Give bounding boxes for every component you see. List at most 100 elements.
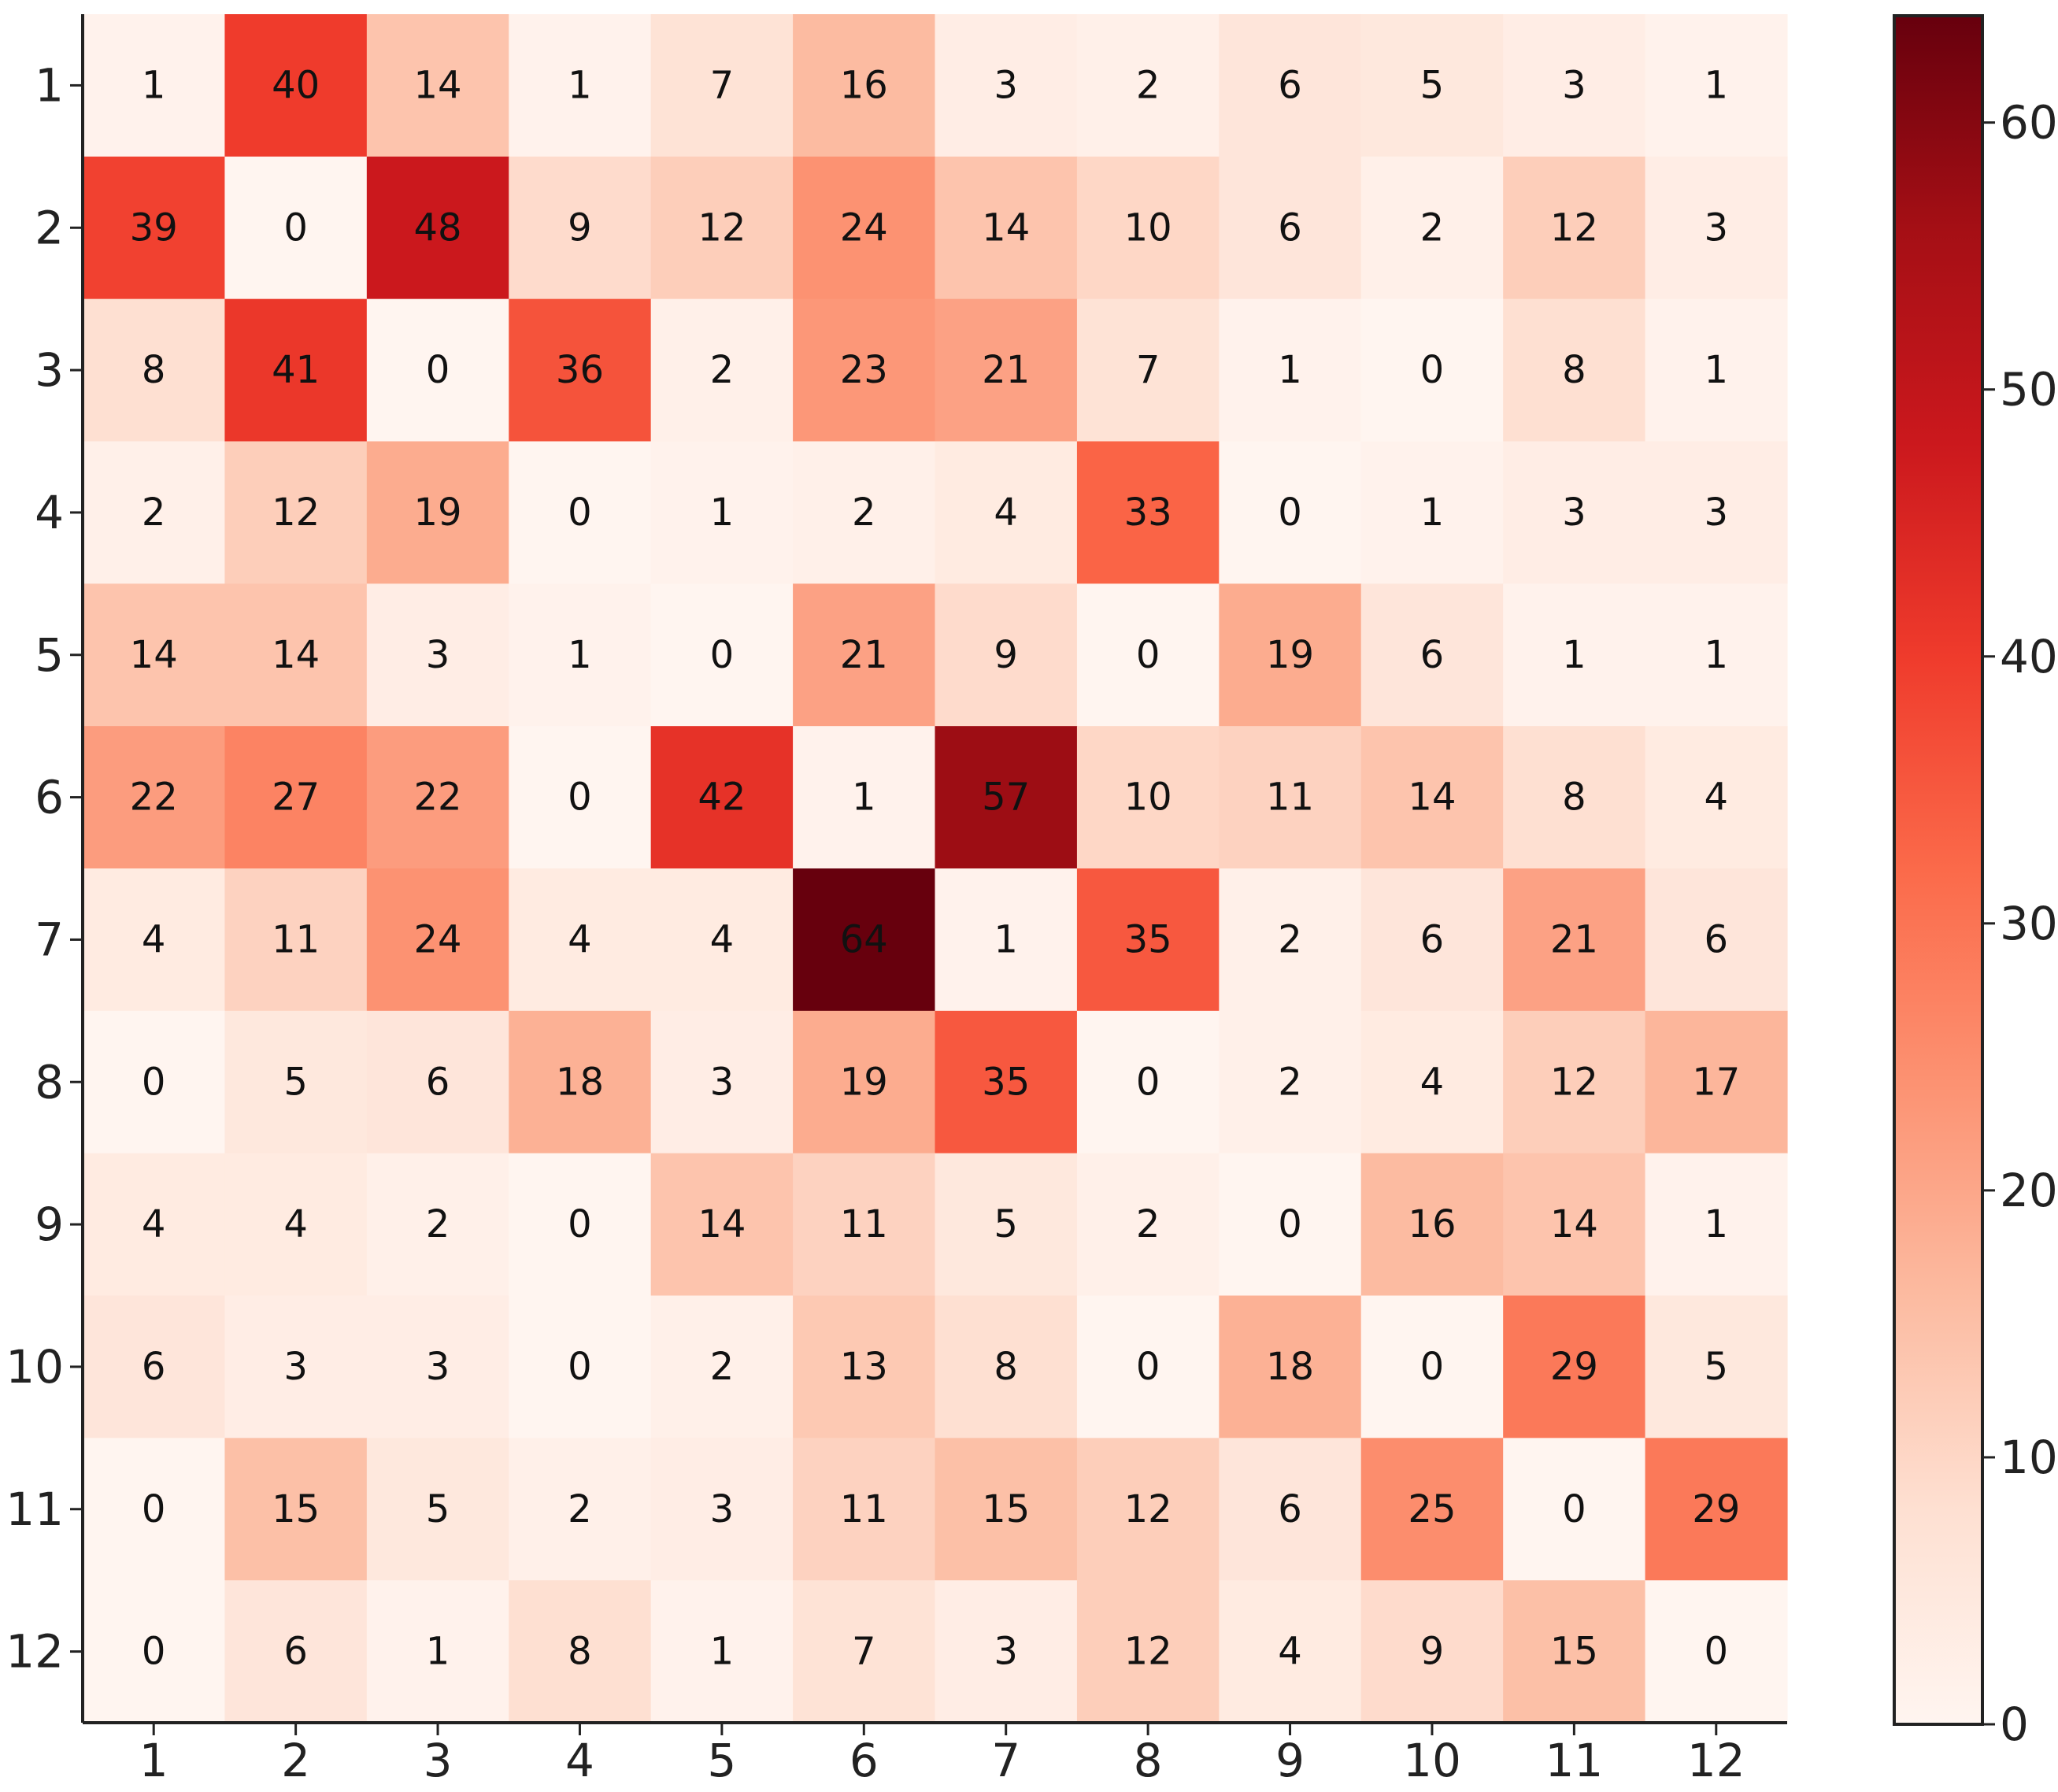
cell-value-label: 3	[426, 1345, 450, 1389]
cell-value-label: 12	[1550, 1060, 1598, 1104]
cell-value-label: 7	[1136, 348, 1160, 392]
heatmap-cell	[1645, 14, 1788, 157]
cell-value-label: 2	[1136, 1202, 1160, 1246]
heatmap-cell	[83, 1580, 226, 1724]
cell-value-label: 19	[414, 491, 462, 535]
cell-value-label: 6	[1420, 917, 1445, 961]
cell-value-label: 6	[1278, 205, 1302, 250]
cell-value-label: 1	[852, 776, 876, 820]
heatmap-cell	[650, 156, 794, 300]
heatmap-cell	[83, 868, 226, 1012]
cell-value-label: 3	[1705, 491, 1729, 535]
heatmap-cell	[509, 583, 652, 727]
cell-value-label: 24	[414, 917, 462, 961]
cell-value-label: 5	[426, 1487, 450, 1531]
heatmap-cell	[1503, 441, 1646, 584]
cell-value-label: 0	[1420, 1345, 1445, 1389]
cell-value-label: 48	[414, 205, 462, 250]
heatmap-cell	[509, 1010, 652, 1154]
heatmap-cell	[509, 156, 652, 300]
cell-value-label: 9	[994, 633, 1018, 677]
y-tick-label: 9	[35, 1198, 64, 1251]
cell-value-label: 1	[1705, 1202, 1729, 1246]
colorbar-tick-label: 50	[2000, 363, 2058, 417]
heatmap-cell	[1360, 14, 1504, 157]
cell-value-label: 42	[698, 776, 746, 820]
heatmap-cell	[935, 156, 1078, 300]
cell-value-label: 6	[1278, 1487, 1302, 1531]
heatmap-cell	[1360, 583, 1504, 727]
heatmap-cell	[793, 441, 936, 584]
cell-value-label: 0	[1136, 1060, 1160, 1104]
colorbar-tick-label: 20	[2000, 1164, 2058, 1217]
heatmap-cell	[1219, 14, 1362, 157]
cell-value-label: 2	[142, 491, 166, 535]
x-tick-label: 4	[565, 1734, 594, 1787]
cell-value-label: 10	[1124, 776, 1172, 820]
cell-value-label: 36	[556, 348, 604, 392]
cell-value-label: 8	[568, 1630, 592, 1674]
heatmap-cell	[1219, 868, 1362, 1012]
cell-value-label: 1	[1705, 633, 1729, 677]
cell-value-label: 0	[1278, 491, 1302, 535]
heatmap-cell	[224, 1153, 368, 1297]
cell-value-label: 4	[142, 1202, 166, 1246]
heatmap-cell	[1503, 868, 1646, 1012]
cell-value-label: 23	[840, 348, 888, 392]
cell-value-label: 13	[840, 1345, 888, 1389]
heatmap-cell	[366, 726, 509, 869]
cell-value-label: 5	[994, 1202, 1018, 1246]
heatmap-cell	[935, 1295, 1078, 1438]
heatmap-cell	[83, 1295, 226, 1438]
heatmap-cell	[935, 298, 1078, 442]
colorbar-tick-label: 10	[2000, 1431, 2058, 1484]
heatmap-cell	[366, 1010, 509, 1154]
heatmap-cell	[366, 1438, 509, 1581]
cell-value-label: 57	[982, 776, 1030, 820]
heatmap-cell	[366, 156, 509, 300]
heatmap-cell	[1645, 1580, 1788, 1724]
heatmap-cell	[83, 1438, 226, 1581]
cell-value-label: 4	[568, 917, 592, 961]
cell-value-label: 7	[852, 1630, 876, 1674]
heatmap-cell	[1503, 726, 1646, 869]
cell-value-label: 2	[852, 491, 876, 535]
heatmap-cell	[1360, 1010, 1504, 1154]
heatmap-cell	[1219, 726, 1362, 869]
cell-value-label: 12	[1124, 1487, 1172, 1531]
cell-value-label: 1	[994, 917, 1018, 961]
cell-value-label: 1	[1705, 63, 1729, 107]
heatmap-cell	[1219, 1153, 1362, 1297]
cell-value-label: 0	[1562, 1487, 1586, 1531]
heatmap-cell	[1076, 1295, 1220, 1438]
heatmap-cell	[1076, 583, 1220, 727]
cell-value-label: 4	[142, 917, 166, 961]
heatmap-cell	[1360, 726, 1504, 869]
cell-value-label: 0	[568, 1202, 592, 1246]
cell-value-label: 0	[710, 633, 735, 677]
heatmap-cell	[366, 298, 509, 442]
heatmap-cell	[935, 1580, 1078, 1724]
cell-value-label: 14	[272, 633, 320, 677]
y-tick-label: 1	[35, 58, 64, 112]
heatmap-cell	[1645, 298, 1788, 442]
cell-value-label: 0	[142, 1487, 166, 1531]
cell-value-label: 15	[272, 1487, 320, 1531]
cell-value-label: 21	[982, 348, 1030, 392]
cell-value-label: 11	[840, 1202, 888, 1246]
heatmap-cell	[1360, 298, 1504, 442]
heatmap-cell	[366, 583, 509, 727]
cell-value-label: 0	[1705, 1630, 1729, 1674]
heatmap-cell	[1360, 1295, 1504, 1438]
y-tick-label: 4	[35, 486, 64, 539]
colorbar-tick-label: 40	[2000, 630, 2058, 683]
heatmap-cell	[1645, 868, 1788, 1012]
heatmap-cell	[650, 583, 794, 727]
heatmap-cell	[650, 1153, 794, 1297]
heatmap-cell	[83, 156, 226, 300]
heatmap-cell	[1503, 1010, 1646, 1154]
heatmap-cell	[224, 726, 368, 869]
x-tick-label: 1	[139, 1734, 168, 1787]
heatmap-cell	[1360, 1153, 1504, 1297]
heatmap-cell	[793, 1580, 936, 1724]
